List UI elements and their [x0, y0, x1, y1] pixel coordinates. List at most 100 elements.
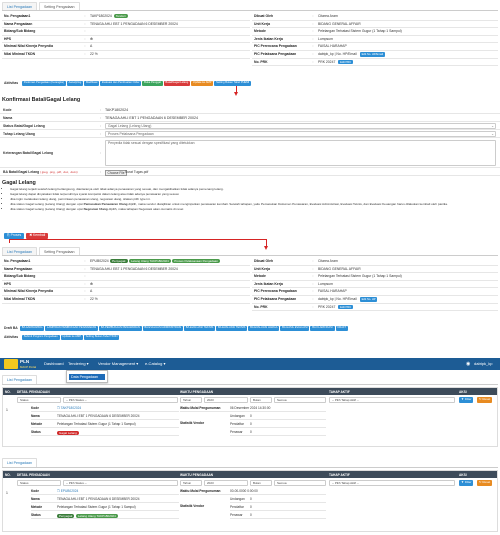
konf-sep: :	[100, 151, 101, 155]
tab-list-pengadaan[interactable]: List Pengadaan	[2, 247, 37, 255]
filter-tahap-select[interactable]: -- Pilih Tahap Aktif --	[329, 397, 455, 403]
draft-ba-button[interactable]: BA EVALUASI TEKNIS	[184, 325, 216, 331]
draft-ba-button[interactable]: BA KLARIFIKASI	[310, 325, 335, 331]
field-sep: :	[310, 266, 316, 274]
kembali-button[interactable]: ✖ Kembali	[26, 233, 49, 239]
edit-button[interactable]: Edit No. HP/Email	[359, 52, 385, 57]
draft-ba-button[interactable]: BA EVALUASI ADMINISTRASI	[142, 325, 183, 331]
draft-ba-button[interactable]: BA PEMBUKAAN PENAWARAN	[99, 325, 142, 331]
dropdown-data-pengadaan[interactable]: Data Pengadaan	[69, 374, 105, 380]
field-value-text: PRK 20247	[318, 59, 336, 64]
filter-status-select[interactable]: Status	[17, 480, 61, 486]
draft-ba-button[interactable]: BA HASIL EVALUASI	[280, 325, 310, 331]
kode-link[interactable]: ❐ TAKP1802024	[57, 406, 82, 410]
draft-ba-button[interactable]: LAMPIRAN PEMBUKAAN PENAWARAN	[45, 325, 99, 331]
field-sep: :	[82, 43, 88, 51]
reset-button[interactable]: ↻ Reset	[477, 480, 493, 486]
edit-button[interactable]: Edit PRK	[338, 304, 353, 310]
th-detail: DETAIL PENGADAAN	[17, 389, 50, 394]
filter-tahun-select[interactable]: 2023	[204, 397, 248, 403]
tab-setting-pengadaan[interactable]: Setting Pengadaan	[38, 247, 80, 255]
kode-link[interactable]: ❐ EPUB02024	[57, 489, 79, 493]
aktivitas-buttons-1: Pedoman Pengadaan (Kerangka) Aanwijzing Kl…	[22, 80, 252, 86]
aktivitas-button[interactable]: Evaluasi dan Pembuatan Order	[100, 80, 142, 86]
keterangan-textarea[interactable]: Penyedia tidak sesuai dengan spesifikasi…	[105, 140, 496, 166]
filter-button[interactable]: ▼ Filter	[459, 397, 474, 403]
filter-bulan-select[interactable]: Semua	[274, 397, 326, 403]
nav-dashboard[interactable]: Dashboard	[44, 361, 64, 366]
aktivitas-button[interactable]: Buka Penggal	[142, 80, 163, 86]
field-sep: :	[310, 21, 316, 29]
arrow-2	[9, 239, 10, 243]
field-value-text: Pelelangan Terbatasi Sistem Gugur (1 Tah…	[318, 29, 402, 34]
pendaftar-label: Pendaftar	[230, 422, 244, 426]
field-value-text: dabtpk_kp | No. HP/Email	[318, 296, 357, 301]
filter-tahun-select[interactable]: 2023	[204, 480, 248, 486]
th-aksi: AKSI	[459, 472, 467, 477]
konf-kode-label: Kode	[3, 108, 12, 112]
field-value: Lumpsum	[316, 36, 498, 44]
tab-list-pengadaan[interactable]: List Pengadaan	[2, 2, 37, 10]
gagal-bullet: Gagal lelang dapat dinyatakan tidak terp…	[10, 192, 486, 197]
aktivitas-button[interactable]: Submit Program Pengadaan	[22, 334, 60, 340]
edit-button[interactable]: Edit PRK	[338, 59, 353, 65]
field-value: ❇	[88, 281, 250, 289]
field-label: Bidang/Sub Bidang	[2, 273, 82, 281]
field-value: Pelelangan Terbatasi Sistem Gugur (1 Tah…	[316, 28, 498, 36]
gagal-bullet: Jika ingin melakukan lelang ulang, permi…	[10, 197, 486, 202]
tahap-lelang-select[interactable]: Proses Pelaksana Pengadaan ⌄	[105, 131, 496, 137]
aktivitas-button[interactable]: Batal/Gagal Lelang	[163, 80, 191, 86]
field-sep: :	[310, 13, 316, 21]
field-sep: :	[82, 258, 88, 266]
konf-row-ba: BA Batal/Gagal Lelang (.jpeg, .png, .pdf…	[0, 168, 500, 176]
field-sep: :	[82, 51, 88, 59]
filter-bulan-select[interactable]: Semua	[274, 480, 326, 486]
konf-row-keterangan: Keterangan Batal/Gagal Lelang : Penyedia…	[0, 138, 500, 168]
field-value: Lumpsum	[316, 281, 498, 289]
nav-vendor-management[interactable]: Vendor Management ▾	[98, 361, 139, 366]
tab-setting-pengadaan[interactable]: Setting Pengadaan	[38, 2, 80, 10]
aktivitas-button[interactable]: Klarifikasi	[84, 80, 100, 86]
tab-list-pengadaan[interactable]: List Pengadaan	[2, 458, 37, 467]
filter-tahap-select[interactable]: -- Pilih Tahap Aktif --	[329, 480, 455, 486]
filter-bulan-label-text: Bulan	[253, 398, 261, 402]
aktivitas-button[interactable]: Setting Bukan Tabel TKDN	[83, 334, 120, 340]
arrow-2-v2	[266, 239, 267, 247]
nav-tendering[interactable]: Tendering ▾	[68, 361, 89, 366]
aktivitas-button[interactable]: Pedoman Pengadaan (Kerangka)	[22, 80, 66, 86]
filter-pilih-status-select[interactable]: -- Pilih Status --	[63, 397, 178, 403]
status-badge-lelang-ulang: Lelang Ulang TAKP1802024	[76, 513, 118, 518]
reset-button[interactable]: ↻ Reset	[477, 397, 493, 403]
user-avatar-icon[interactable]: ◉	[466, 360, 471, 367]
th-waktu: WAKTU PENGADAAN	[180, 389, 214, 394]
filter-status-select[interactable]: Status	[17, 397, 61, 403]
draft-ba-button[interactable]: BA EVALUASI HARGA	[248, 325, 280, 331]
nav-ecatalog[interactable]: e-Catalog ▾	[145, 361, 166, 366]
aktivitas-button[interactable]: Update ke AMP	[60, 334, 83, 340]
draft-ba-button[interactable]: DRAFT	[335, 325, 349, 331]
konf-row-kode: Kode : TAKP1802024	[0, 106, 500, 114]
aktivitas-button[interactable]: Setting Bukan Tabel PHEMI	[214, 80, 252, 86]
metode-value: Pelelangan Terbatasi Sistem Gugur (1 Tah…	[57, 505, 136, 509]
th-waktu: WAKTU PENGADAAN	[180, 472, 214, 477]
filter-button[interactable]: ▼ Filter	[459, 480, 474, 486]
field-value: BIDANG GENERAL AFFAIR	[316, 21, 498, 29]
draft-ba-button[interactable]: BA EVALUASI TEKNIS	[216, 325, 248, 331]
status-batal-select[interactable]: Gagal Lelang (Lelang Ulang) ⌄	[105, 123, 496, 129]
nav-user[interactable]: dabtpk_kp	[474, 361, 493, 366]
choose-file-button[interactable]: Choose File	[105, 169, 128, 176]
detail-section-1: List Pengadaan Setting Pengadaan	[2, 2, 498, 11]
edit-button[interactable]: Edit No. HP	[359, 297, 378, 302]
aktivitas-button[interactable]: Update ke AMP	[191, 80, 214, 86]
field-value: Pelelangan Terbatasi Sistem Gugur (1 Tah…	[316, 273, 498, 281]
draft-ba-button[interactable]: BA AANWIJZING	[20, 325, 45, 331]
tab-list-pengadaan[interactable]: List Pengadaan	[2, 375, 37, 384]
arrow-2-h	[9, 239, 267, 240]
kode-link-text: EPUB02024	[60, 489, 79, 493]
filter-pilih-status-select[interactable]: -- Pilih Status --	[63, 480, 178, 486]
aktivitas-button[interactable]: Aanwijzing	[66, 80, 84, 86]
gagal-title: Gagal Lelang	[2, 180, 36, 186]
field-value-text: Citarea Aram	[318, 259, 338, 263]
proses-button[interactable]: ⎘ Proses	[4, 233, 25, 239]
reset-button-label: Reset	[482, 397, 491, 401]
